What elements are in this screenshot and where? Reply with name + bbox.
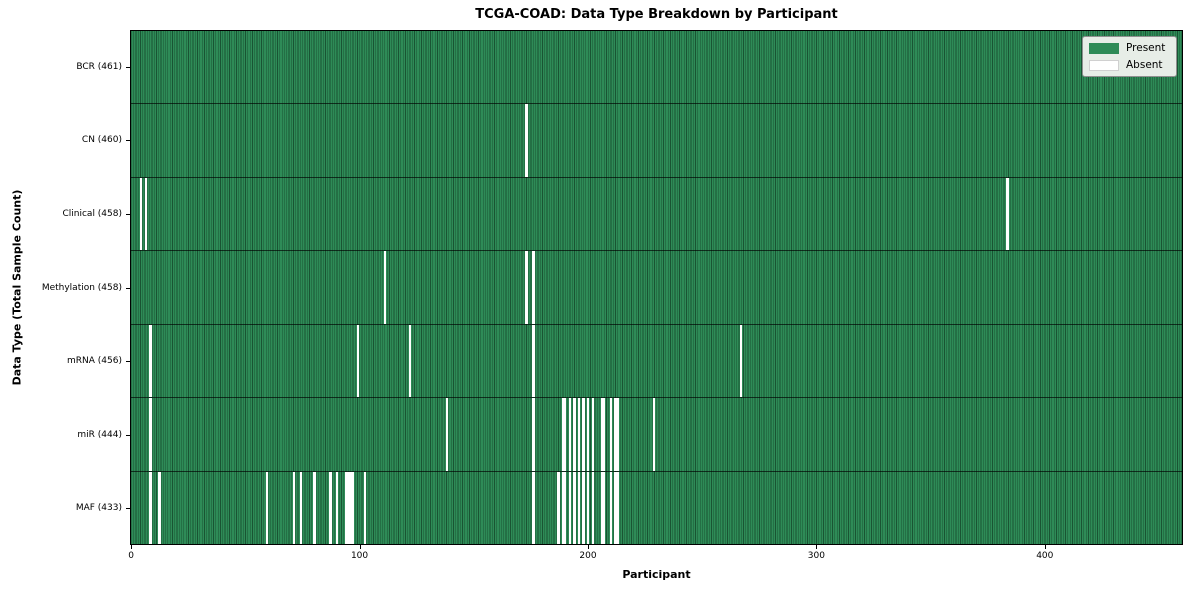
absent-stripe [1006, 177, 1009, 251]
absent-stripe [609, 398, 613, 471]
y-tick-mark [126, 434, 130, 436]
absent-stripe [144, 177, 147, 251]
absent-stripe [409, 324, 412, 398]
x-tick-mark [131, 545, 133, 549]
row-band-mRNA [131, 323, 1182, 398]
absent-stripe [568, 398, 571, 471]
row-band-Clinical [131, 176, 1182, 251]
present-swatch-icon [1089, 42, 1119, 54]
absent-stripe [532, 471, 535, 544]
absent-stripe [591, 471, 594, 544]
absent-stripe [573, 398, 576, 471]
absent-stripe [586, 398, 590, 471]
absent-stripe [561, 471, 565, 544]
row-band-miR [131, 397, 1182, 471]
y-tick-label-BCR: BCR (461) [76, 61, 122, 72]
absent-stripe [532, 398, 535, 471]
absent-stripe [445, 398, 448, 471]
x-tick-label: 0 [128, 551, 135, 561]
absent-stripe [564, 471, 567, 544]
absent-stripe [149, 398, 152, 471]
plot-area [130, 30, 1183, 545]
absent-stripe [582, 398, 585, 471]
legend-entry-present: Present [1089, 42, 1168, 54]
absent-stripe [532, 324, 535, 398]
absent-stripe [602, 398, 606, 471]
legend-label-absent: Absent [1126, 59, 1163, 71]
legend-label-present: Present [1126, 42, 1166, 54]
absent-stripe [356, 324, 359, 398]
absent-swatch-icon [1089, 59, 1119, 71]
absent-stripe [616, 398, 619, 471]
y-tick-mark [126, 140, 130, 142]
x-tick-mark [816, 545, 818, 549]
absent-stripe [557, 471, 560, 544]
x-tick-label: 400 [1036, 551, 1054, 561]
absent-stripe [265, 471, 268, 544]
absent-stripe [345, 471, 348, 544]
absent-stripe [347, 471, 350, 544]
row-band-MAF [131, 470, 1182, 544]
absent-stripe [384, 251, 387, 324]
y-tick-mark [126, 66, 130, 68]
absent-stripe [336, 471, 339, 544]
absent-stripe [299, 471, 302, 544]
absent-stripe [349, 471, 353, 544]
absent-stripe [568, 471, 571, 544]
chart-title: TCGA-COAD: Data Type Breakdown by Partic… [475, 7, 838, 22]
x-tick-mark [1044, 545, 1046, 549]
absent-stripe [602, 471, 606, 544]
absent-stripe [140, 177, 143, 251]
row-band-BCR [131, 31, 1182, 104]
y-tick-mark [126, 287, 130, 289]
y-tick-label-Methylation: Methylation (458) [41, 282, 122, 293]
absent-stripe [561, 398, 565, 471]
y-tick-label-mRNA: mRNA (456) [67, 356, 122, 367]
absent-stripe [600, 398, 603, 471]
absent-stripe [363, 471, 366, 544]
y-tick-label-miR: miR (444) [77, 429, 122, 440]
absent-stripe [586, 471, 590, 544]
x-axis-label: Participant [622, 568, 691, 581]
absent-stripe [600, 471, 603, 544]
x-tick-mark [359, 545, 361, 549]
absent-stripe [582, 471, 585, 544]
y-tick-label-MAF: MAF (433) [75, 503, 122, 514]
y-tick-label-CN: CN (460) [81, 135, 122, 146]
x-tick-label: 200 [579, 551, 597, 561]
row-band-Methylation [131, 250, 1182, 324]
y-tick-mark [126, 508, 130, 510]
absent-stripe [573, 471, 576, 544]
absent-stripe [525, 251, 528, 324]
absent-stripe [577, 398, 581, 471]
absent-stripe [292, 471, 296, 544]
absent-stripe [653, 398, 656, 471]
absent-stripe [329, 471, 332, 544]
x-tick-label: 300 [807, 551, 825, 561]
absent-stripe [614, 471, 617, 544]
y-tick-mark [126, 361, 130, 363]
absent-stripe [739, 324, 742, 398]
absent-stripe [591, 398, 594, 471]
y-tick-label-Clinical: Clinical (458) [62, 208, 122, 219]
y-tick-mark [126, 213, 130, 215]
absent-stripe [577, 471, 581, 544]
absent-stripe [158, 471, 161, 544]
absent-stripe [614, 398, 617, 471]
legend-entry-absent: Absent [1089, 59, 1168, 71]
x-tick-label: 100 [350, 551, 369, 561]
absent-stripe [352, 471, 355, 544]
absent-stripe [616, 471, 619, 544]
absent-stripe [609, 471, 613, 544]
absent-stripe [149, 324, 152, 398]
legend: Present Absent [1082, 36, 1177, 77]
absent-stripe [525, 104, 528, 177]
absent-stripe [564, 398, 567, 471]
absent-stripe [313, 471, 316, 544]
absent-stripe [149, 471, 152, 544]
row-band-CN [131, 103, 1182, 177]
absent-stripe [532, 251, 535, 324]
x-tick-mark [587, 545, 589, 549]
